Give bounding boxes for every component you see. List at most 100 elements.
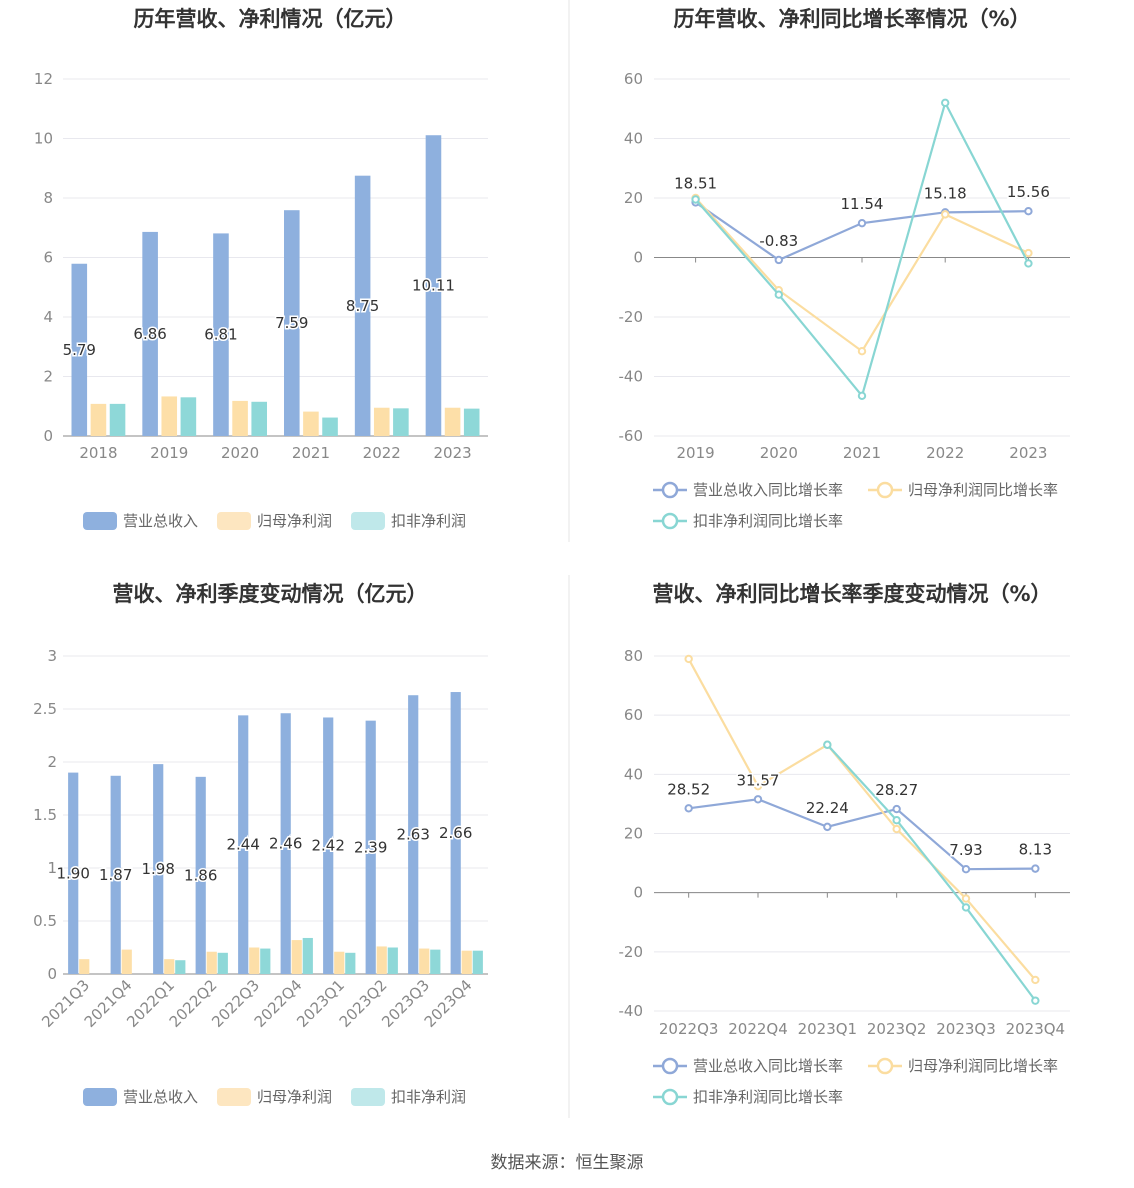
bar[interactable]	[463, 408, 480, 436]
bar[interactable]	[345, 952, 356, 974]
data-point[interactable]	[823, 822, 832, 832]
y-tick-label: 1	[47, 859, 57, 877]
bar[interactable]	[461, 950, 472, 974]
data-point[interactable]	[753, 781, 763, 791]
legend-item[interactable]: 归母净利润同比增长率	[868, 481, 1058, 499]
bar[interactable]	[323, 717, 334, 974]
bar[interactable]	[110, 775, 121, 974]
legend-marker	[661, 512, 679, 530]
data-point[interactable]	[857, 347, 867, 356]
bar[interactable]	[334, 951, 345, 974]
legend-item[interactable]: 扣非净利润	[351, 1088, 466, 1106]
data-point[interactable]	[941, 210, 950, 219]
bar[interactable]	[217, 952, 228, 974]
data-point[interactable]	[857, 218, 867, 228]
x-tick-label: 2023	[1009, 444, 1047, 462]
bar[interactable]	[161, 396, 178, 436]
bar[interactable]	[153, 764, 164, 974]
data-point[interactable]	[1031, 996, 1040, 1005]
data-point[interactable]	[823, 740, 832, 749]
data-point[interactable]	[774, 255, 783, 265]
data-label: 28.27	[875, 781, 918, 799]
data-point[interactable]	[961, 903, 971, 912]
data-point[interactable]	[684, 804, 693, 813]
series-line	[826, 744, 1037, 1002]
data-point[interactable]	[857, 391, 867, 401]
data-point[interactable]	[684, 654, 693, 664]
bar[interactable]	[408, 695, 419, 974]
bar[interactable]	[284, 210, 300, 436]
data-point[interactable]	[892, 804, 901, 814]
bar[interactable]	[195, 776, 206, 974]
data-point[interactable]	[961, 865, 971, 874]
legend-item[interactable]: 扣非净利润同比增长率	[653, 1088, 843, 1106]
bar[interactable]	[387, 947, 398, 975]
data-point[interactable]	[892, 824, 901, 834]
chart-title: 历年营收、净利同比增长率情况（%）	[673, 7, 1030, 31]
bar[interactable]	[373, 407, 390, 436]
data-point[interactable]	[774, 290, 783, 299]
bar[interactable]	[322, 417, 338, 436]
data-point[interactable]	[1031, 975, 1040, 985]
bar[interactable]	[121, 949, 132, 974]
data-point[interactable]	[1024, 248, 1033, 258]
bar[interactable]	[430, 949, 441, 974]
bar[interactable]	[472, 950, 483, 974]
bar[interactable]	[354, 175, 371, 436]
y-tick-label: 2	[47, 753, 57, 771]
bar[interactable]	[79, 959, 90, 974]
bar[interactable]	[71, 263, 88, 436]
bar[interactable]	[444, 407, 461, 436]
bar[interactable]	[291, 940, 302, 974]
bar[interactable]	[365, 720, 376, 974]
legend-item[interactable]: 归母净利润同比增长率	[868, 1057, 1058, 1075]
bar[interactable]	[376, 946, 387, 974]
legend-item[interactable]: 营业总收入	[83, 1088, 198, 1106]
y-tick-label: 4	[43, 308, 53, 326]
bar[interactable]	[175, 960, 186, 974]
data-point[interactable]	[892, 815, 901, 825]
data-point[interactable]	[753, 795, 763, 804]
bar[interactable]	[164, 959, 175, 974]
data-point[interactable]	[1024, 259, 1033, 268]
y-tick-label: 10	[34, 130, 53, 148]
bar[interactable]	[90, 403, 107, 436]
data-point[interactable]	[941, 98, 950, 108]
data-label: 2.39	[354, 838, 387, 856]
legend-swatch	[217, 1088, 251, 1106]
legend-item[interactable]: 营业总收入同比增长率	[653, 1057, 843, 1075]
legend-item[interactable]: 扣非净利润同比增长率	[653, 512, 843, 530]
data-point[interactable]	[691, 195, 700, 204]
bar[interactable]	[238, 715, 249, 974]
bar[interactable]	[450, 692, 461, 974]
bar[interactable]	[425, 135, 442, 437]
legend-item[interactable]: 归母净利润	[217, 512, 332, 530]
bar[interactable]	[232, 400, 248, 436]
legend-item[interactable]: 营业总收入同比增长率	[653, 481, 843, 499]
bar[interactable]	[68, 772, 79, 974]
data-point[interactable]	[1031, 864, 1040, 873]
data-point[interactable]	[1024, 207, 1033, 216]
bar[interactable]	[213, 233, 229, 436]
chart-3: 营收、净利季度变动情况（亿元）00.511.522.532021Q32021Q4…	[33, 582, 488, 1106]
bar[interactable]	[249, 947, 260, 975]
bar[interactable]	[206, 951, 217, 974]
data-point[interactable]	[961, 894, 971, 903]
bar[interactable]	[280, 713, 291, 974]
bar[interactable]	[251, 401, 267, 436]
bar[interactable]	[109, 403, 126, 436]
bar[interactable]	[303, 411, 319, 436]
y-tick-label: 80	[624, 647, 643, 665]
data-label: 1.90	[56, 864, 89, 882]
legend-item[interactable]: 扣非净利润	[351, 512, 466, 530]
bar[interactable]	[393, 408, 409, 436]
bar[interactable]	[419, 948, 430, 974]
legend-item[interactable]: 归母净利润	[217, 1088, 332, 1106]
bar[interactable]	[302, 937, 313, 974]
bar[interactable]	[260, 948, 271, 974]
bar[interactable]	[180, 397, 197, 436]
bar[interactable]	[142, 231, 158, 436]
y-tick-label: -40	[619, 1002, 644, 1020]
legend-item[interactable]: 营业总收入	[83, 512, 198, 530]
data-label: 1.98	[141, 860, 174, 878]
